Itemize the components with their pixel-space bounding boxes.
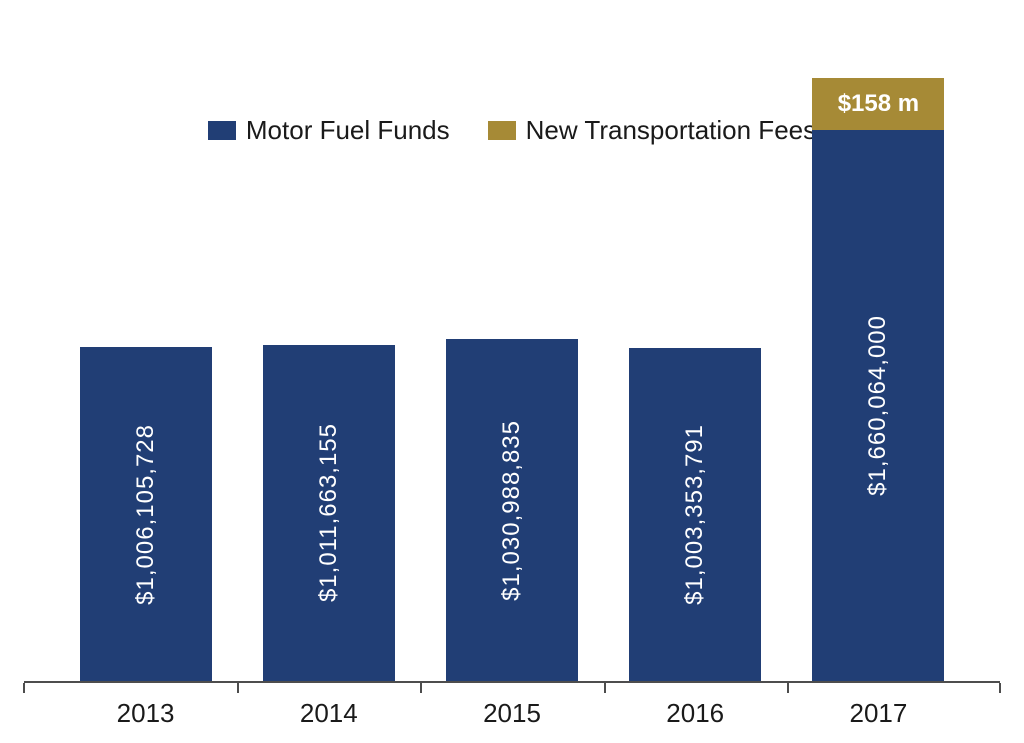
x-axis-label: 2017 [787, 683, 970, 743]
category-label: 2013 [117, 698, 175, 729]
bar-segment-new-fees: $158 m [812, 78, 944, 130]
x-axis-label: 2014 [237, 683, 420, 743]
category-label: 2017 [849, 698, 907, 729]
bar-value-label: $1,660,064,000 [864, 315, 892, 496]
bar-2013: $1,006,105,728 [80, 347, 212, 681]
x-axis: 2013 2014 2015 2016 2017 [24, 683, 1000, 743]
bars-container: $1,006,105,728 $1,011,663,155 [24, 80, 1000, 681]
bar-segment-motor-fuel: $1,011,663,155 [263, 345, 395, 681]
stacked-bar-chart: Motor Fuel Funds New Transportation Fees… [0, 0, 1024, 743]
bar-value-label: $1,030,988,835 [498, 420, 526, 601]
bar-segment-motor-fuel: $1,003,353,791 [629, 348, 761, 681]
plot-area: $1,006,105,728 $1,011,663,155 [24, 80, 1000, 683]
category-label: 2015 [483, 698, 541, 729]
bar-slot: $1,003,353,791 [604, 80, 787, 681]
bar-slot: $1,660,064,000 $158 m [787, 80, 970, 681]
category-label: 2016 [666, 698, 724, 729]
bar-segment-motor-fuel: $1,030,988,835 [446, 339, 578, 681]
bar-2015: $1,030,988,835 [446, 339, 578, 681]
axis-tick-icon [23, 683, 25, 693]
category-label: 2014 [300, 698, 358, 729]
bar-slot: $1,030,988,835 [420, 80, 603, 681]
bar-2017: $1,660,064,000 $158 m [812, 78, 944, 681]
bar-value-label: $1,006,105,728 [132, 424, 160, 605]
bar-segment-motor-fuel: $1,660,064,000 [812, 130, 944, 681]
bar-2014: $1,011,663,155 [263, 345, 395, 681]
axis-tick-icon [999, 683, 1001, 693]
x-axis-label: 2016 [604, 683, 787, 743]
x-axis-label: 2013 [54, 683, 237, 743]
bar-value-label: $158 m [838, 90, 919, 118]
x-axis-label: 2015 [420, 683, 603, 743]
bar-value-label: $1,011,663,155 [315, 423, 343, 602]
bar-slot: $1,006,105,728 [54, 80, 237, 681]
bar-2016: $1,003,353,791 [629, 348, 761, 681]
bar-value-label: $1,003,353,791 [681, 424, 709, 605]
bar-slot: $1,011,663,155 [237, 80, 420, 681]
bar-segment-motor-fuel: $1,006,105,728 [80, 347, 212, 681]
